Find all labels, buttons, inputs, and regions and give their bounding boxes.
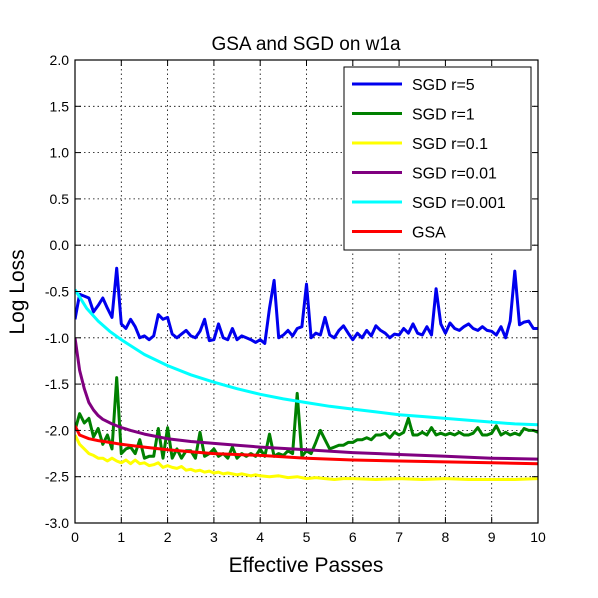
- y-tick-label: 2.0: [50, 52, 70, 68]
- y-tick-label: 0.0: [50, 237, 70, 253]
- x-tick-label: 0: [71, 529, 79, 545]
- x-axis-label: Effective Passes: [229, 554, 384, 577]
- x-tick-label: 5: [303, 529, 311, 545]
- x-tick-label: 2: [164, 529, 172, 545]
- series-line-sgd-r-0-1: [75, 434, 538, 481]
- series-line-gsa: [75, 425, 538, 466]
- y-tick-label: -3.0: [45, 515, 69, 531]
- series-line-sgd-r-0-01: [75, 337, 538, 461]
- y-tick-label: -2.5: [45, 469, 69, 485]
- x-tick-label: 3: [210, 529, 218, 545]
- legend-entry: SGD r=0.01: [412, 166, 497, 183]
- x-tick-label: 10: [530, 529, 546, 545]
- y-tick-label: -2.0: [45, 422, 69, 438]
- y-tick-label: -1.5: [45, 376, 69, 392]
- x-tick-label: 8: [442, 529, 450, 545]
- legend-entry: SGD r=0.001: [412, 195, 506, 212]
- plot-area: [75, 266, 538, 481]
- y-tick-label: -0.5: [45, 284, 69, 300]
- legend-entry: SGD r=5: [412, 77, 475, 94]
- x-tick-label: 4: [256, 529, 264, 545]
- legend: SGD r=5 SGD r=1 SGD r=0.1 SGD r=0.01 SGD r=0…: [343, 66, 532, 251]
- y-tick-label: 0.5: [50, 191, 70, 207]
- y-tick-label: 1.0: [50, 145, 70, 161]
- chart-title: GSA and SGD on w1a: [211, 34, 400, 55]
- legend-entry: GSA: [412, 225, 446, 242]
- series-line-sgd-r-5: [75, 266, 538, 345]
- legend-entry: SGD r=0.1: [412, 136, 488, 153]
- legend-box: [343, 66, 532, 251]
- x-tick-label: 6: [349, 529, 357, 545]
- x-tick-label: 9: [488, 529, 496, 545]
- x-tick-label: 1: [117, 529, 125, 545]
- legend-entry: SGD r=1: [412, 107, 475, 124]
- y-tick-label: 1.5: [50, 98, 70, 114]
- y-axis-label: Log Loss: [6, 249, 29, 334]
- x-axis: 0 1 2 3 4 5 6 7 8 9 10: [71, 60, 546, 545]
- series-line-sgd-r-0-001: [75, 288, 538, 427]
- y-axis: 2.0 1.5 1.0 0.5 0.0 -0.5 -1.0 -1.5 -2.0 -2.5 -3.0: [45, 52, 538, 531]
- y-tick-label: -1.0: [45, 330, 69, 346]
- x-tick-label: 7: [395, 529, 403, 545]
